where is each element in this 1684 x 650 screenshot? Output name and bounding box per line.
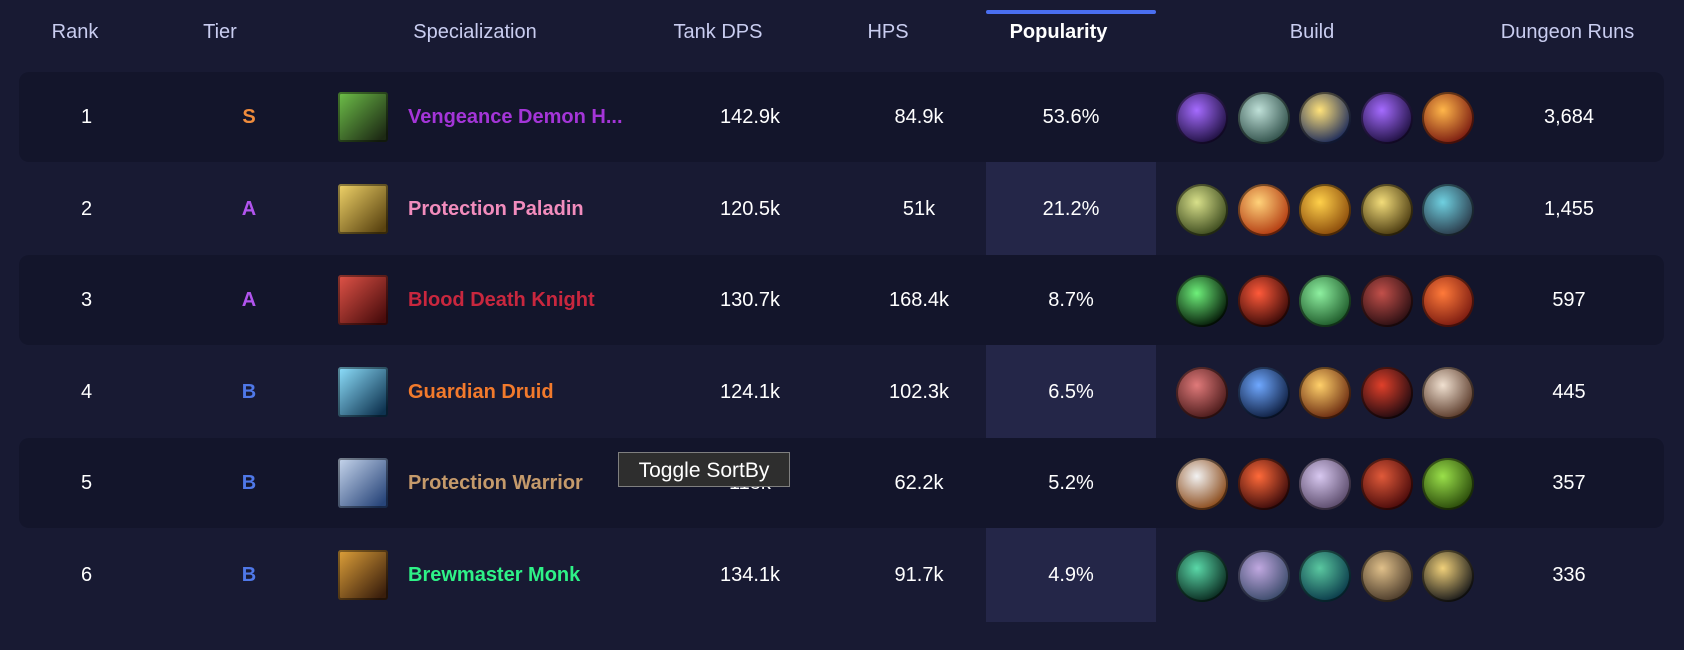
table-row[interactable]: 2 A Protection Paladin 120.5k 51k 21.2% 1,455 [19,164,1664,254]
green-portal-icon[interactable] [1176,275,1228,327]
header-dungeon-runs[interactable]: Dungeon Runs [1500,21,1635,43]
brew-keg-icon[interactable] [1360,549,1413,602]
claw-rend-icon[interactable] [1176,366,1228,419]
golden-warrior-icon[interactable] [1299,183,1351,236]
popularity-cell: 5.2% [1048,472,1094,494]
warrior-shield-icon[interactable] [1176,458,1228,510]
rank-cell: 3 [80,289,93,311]
tank-dps-cell: 142.9k [719,106,781,128]
dungeon-runs-cell: 336 [1552,563,1586,586]
hps-cell: 91.7k [894,563,944,586]
hps-cell: 168.4k [888,289,950,311]
shouting-warrior-icon[interactable] [1299,458,1351,510]
header-build[interactable]: Build [1289,21,1335,43]
fire-slash-icon[interactable] [1237,458,1290,510]
tier-badge: S [242,106,256,128]
table-row[interactable]: 1 S Vengeance Demon H... 142.9k 84.9k 53.6% 3,… [19,72,1664,162]
header-tank-dps[interactable]: Tank DPS [673,21,763,43]
tank-dps-cell: 134.1k [719,563,781,586]
demon-face-icon[interactable] [1237,275,1290,327]
rank-cell: 2 [80,197,93,220]
monk-kick-icon[interactable] [1237,549,1290,602]
tier-badge: A [241,289,257,311]
red-brute-icon[interactable] [1360,458,1413,510]
tank-dps-cell: 124.1k [719,380,781,403]
protection-paladin-icon [338,183,388,234]
holy-beast-icon[interactable] [1176,183,1228,236]
tank-dps-cell: 130.7k [719,289,781,311]
table-row[interactable]: 3 A Blood Death Knight 130.7k 168.4k 8.7% 597 [19,255,1664,345]
golden-strike-icon[interactable] [1299,92,1351,144]
popularity-cell: 8.7% [1048,289,1094,311]
dungeon-runs-cell: 1,455 [1543,197,1595,220]
drunken-ox-icon[interactable] [1422,549,1474,602]
claw-strike-icon[interactable] [1422,366,1474,419]
spec-name-link[interactable]: Vengeance Demon H... [408,106,623,128]
tier-badge: B [241,472,257,494]
header-hps[interactable]: HPS [867,21,909,43]
sort-active-indicator [986,10,1156,14]
brewmaster-monk-icon [338,549,388,600]
blood-claw-icon[interactable] [1422,275,1474,327]
popularity-cell: 4.9% [1048,563,1094,586]
toggle-sortby-tooltip: Toggle SortBy [618,452,790,487]
arcane-shield-icon[interactable] [1422,183,1474,236]
spec-name-link[interactable]: Protection Paladin [408,197,584,220]
golden-mace-icon[interactable] [1299,366,1351,419]
purple-orb-icon[interactable] [1176,92,1228,144]
bloody-blade-icon[interactable] [1360,275,1413,327]
green-skull-icon[interactable] [1299,275,1351,327]
rank-cell: 6 [80,563,93,586]
vengeance-demon-hunter-icon [338,92,388,142]
protection-warrior-icon [338,458,388,508]
tier-badge: B [241,380,257,403]
spec-name-link[interactable]: Protection Warrior [408,472,583,494]
popularity-cell: 21.2% [1042,197,1100,220]
dungeon-runs-cell: 597 [1552,289,1586,311]
header-rank[interactable]: Rank [51,21,99,43]
dungeon-runs-cell: 445 [1552,380,1586,403]
spec-name-link[interactable]: Guardian Druid [408,380,554,403]
hps-cell: 102.3k [888,380,950,403]
popularity-column-highlight [986,72,1156,622]
popularity-cell: 6.5% [1048,380,1094,403]
dungeon-runs-cell: 357 [1552,472,1586,494]
table-header: Rank Tier Specialization Tank DPS HPS Po… [0,0,1684,65]
purple-orb-icon[interactable] [1360,92,1413,144]
skull-mask-icon[interactable] [1237,92,1290,144]
blue-beast-icon[interactable] [1237,366,1290,419]
jade-serpent-icon[interactable] [1299,549,1351,602]
popularity-cell: 53.6% [1042,106,1100,128]
table-row[interactable]: 6 B Brewmaster Monk 134.1k 91.7k 4.9% 336 [19,530,1664,620]
jade-swirl-icon[interactable] [1176,549,1228,602]
fire-sigil-icon[interactable] [1422,92,1474,144]
hps-cell: 51k [902,197,936,220]
red-wolf-icon[interactable] [1360,366,1413,419]
header-tier[interactable]: Tier [203,21,237,43]
tier-badge: A [241,197,257,220]
spec-name-link[interactable]: Blood Death Knight [408,289,595,311]
table-row[interactable]: 4 B Guardian Druid 124.1k 102.3k 6.5% 445 [19,347,1664,437]
dungeon-runs-cell: 3,684 [1543,106,1595,128]
guardian-druid-icon [338,366,388,417]
header-specialization[interactable]: Specialization [413,21,537,43]
paladin-helm-icon[interactable] [1360,183,1413,236]
header-popularity[interactable]: Popularity [1009,21,1108,43]
rank-cell: 5 [80,472,93,494]
spec-name-link[interactable]: Brewmaster Monk [408,563,581,586]
hps-cell: 84.9k [894,106,944,128]
hps-cell: 62.2k [894,472,944,494]
green-orc-icon[interactable] [1422,458,1474,510]
blood-death-knight-icon [338,275,388,325]
flame-pillar-icon[interactable] [1237,183,1290,236]
tier-badge: B [241,563,257,586]
tank-dps-cell: 120.5k [719,197,781,220]
rank-cell: 4 [80,380,93,403]
rank-cell: 1 [80,106,93,128]
